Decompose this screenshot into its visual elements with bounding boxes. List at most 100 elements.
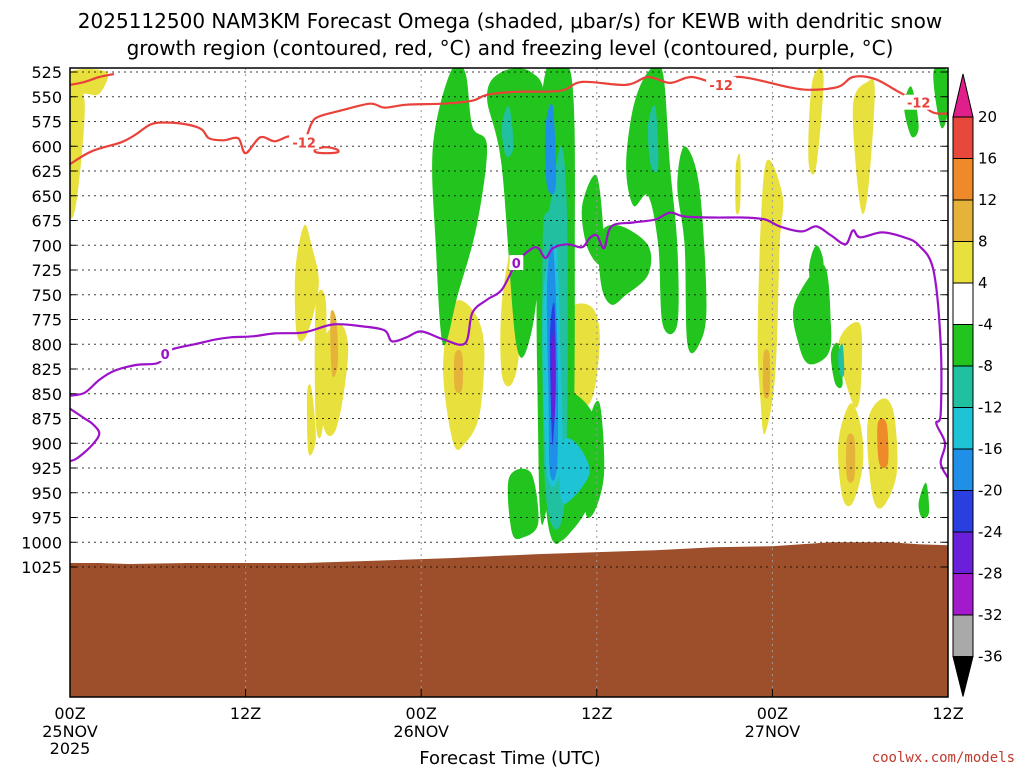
y-tick-label-925: 925 [31,459,62,478]
omega-region-28 [677,146,707,354]
colorbar-bin-8 [952,407,974,450]
omega-region-16 [838,322,863,408]
omega-region-6 [306,384,316,456]
credit-text: coolwx.com/models [872,750,1015,766]
colorbar-label-9: -20 [978,482,1003,500]
colorbar-bin-3 [952,199,974,242]
x-tick-label-1: 12Z [230,704,261,723]
omega-region-8 [453,349,464,394]
y-tick-label-825: 825 [31,360,62,379]
y-tick-label-800: 800 [31,335,62,354]
omega-region-21 [432,68,488,346]
contour-label-3-0: 0 [161,348,170,363]
colorbar-label-10: -24 [978,523,1003,541]
contour-label-0-2: -12 [907,97,931,112]
colorbar-label-2: 12 [978,191,997,209]
omega-region-2 [318,324,349,437]
colorbar-label-1: 16 [978,150,997,168]
contour-line-4 [70,407,101,463]
colorbar-bin-11 [952,531,974,574]
omega-region-13 [762,349,771,399]
omega-shading [70,68,948,544]
colorbar-label-4: 4 [978,274,988,292]
contour-label-bg-3-0 [158,346,173,362]
omega-region-1 [70,82,85,219]
colorbar-bin-13 [952,614,974,657]
omega-region-3 [294,224,319,342]
terrain-fill [70,542,948,697]
omega-region-31 [809,245,824,305]
contour-line-0 [70,75,948,166]
omega-region-12 [757,159,784,435]
contour-label-3-1: 0 [512,257,521,272]
x-tick-label-0: 00Z [54,704,85,723]
x-axis-label: Forecast Time (UTC) [419,748,600,768]
colorbar-bin-9 [952,448,974,491]
x-tick-label-2: 00Z [406,704,437,723]
contour-line-3 [70,211,948,479]
colorbar-bin-12 [952,573,974,616]
terrain [70,542,948,697]
y-tick-label-650: 650 [31,187,62,206]
y-tick-label-725: 725 [31,261,62,280]
colorbar-bin-6 [952,324,974,367]
y-tick-label-775: 775 [31,311,62,330]
colorbar: 20 16 12 8 4 -4 -8 -12 -16 -20 -24 -28 -32 -36 [952,73,1003,697]
y-tick-label-600: 600 [31,137,62,156]
contour-label-0-0: -12 [292,136,316,151]
y-tick-label-900: 900 [31,434,62,453]
x-tick-date-2: 26NOV [393,722,449,741]
omega-region-22 [487,68,547,358]
x-tick-date-4: 27NOV [745,722,801,741]
y-tick-label-950: 950 [31,484,62,503]
omega-region-23 [507,468,539,540]
colorbar-label-8: -16 [978,440,1003,458]
omega-region-30 [792,264,832,365]
colorbar-bin-1 [952,116,974,159]
y-tick-label-575: 575 [31,113,62,132]
omega-region-7 [443,300,485,451]
colorbar-bin-5 [952,282,974,325]
y-tick-label-875: 875 [31,410,62,429]
contour-label-bg-3-1 [509,255,524,271]
omega-region-44 [545,103,557,195]
y-tick-label-625: 625 [31,162,62,181]
y-tick-label-550: 550 [31,88,62,107]
colorbar-bin-7 [952,365,974,408]
contour-line-1 [70,72,115,86]
colorbar-top-arrow [952,73,974,118]
x-tick-date-0: 25NOV [42,722,98,741]
omega-region-11 [735,153,741,215]
colorbar-bin-10 [952,490,974,533]
contour-label-bg-0-0 [289,134,320,150]
y-tick-label-675: 675 [31,212,62,231]
y-tick-label-525: 525 [31,63,62,82]
omega-region-18 [846,433,856,483]
x-tick-label-4: 00Z [757,704,788,723]
contours: -12 -12 -12 0 0 [70,72,948,479]
y-tick-label-750: 750 [31,286,62,305]
colorbar-label-0: 20 [978,108,997,126]
colorbar-label-12: -32 [978,606,1003,624]
colorbar-bin-4 [952,241,974,284]
colorbar-bin-2 [952,158,974,201]
colorbar-bottom-arrow [952,656,974,697]
omega-region-34 [904,86,919,138]
chart-title-line-1: 2025112500 NAM3KM Forecast Omega (shaded… [78,9,942,33]
omega-region-35 [918,482,930,519]
contour-label-bg-0-2 [903,94,934,110]
y-tick-label-850: 850 [31,385,62,404]
omega-region-27 [626,68,679,335]
contour-label-bg-0-1 [706,76,737,92]
x-tick-label-3: 12Z [581,704,612,723]
omega-region-37 [647,105,659,173]
plot-frame [69,67,949,698]
omega-region-36 [501,106,514,158]
y-axis: 525 550 575 600 625 650 675 700 725 750 775 800 825 8… [21,63,948,577]
y-tick-label-700: 700 [31,236,62,255]
x-tick-year-0: 2025 [50,739,91,758]
y-tick-label-1025: 1025 [21,558,62,577]
chart-title-line-2: growth region (contoured, red, °C) and f… [127,36,894,60]
